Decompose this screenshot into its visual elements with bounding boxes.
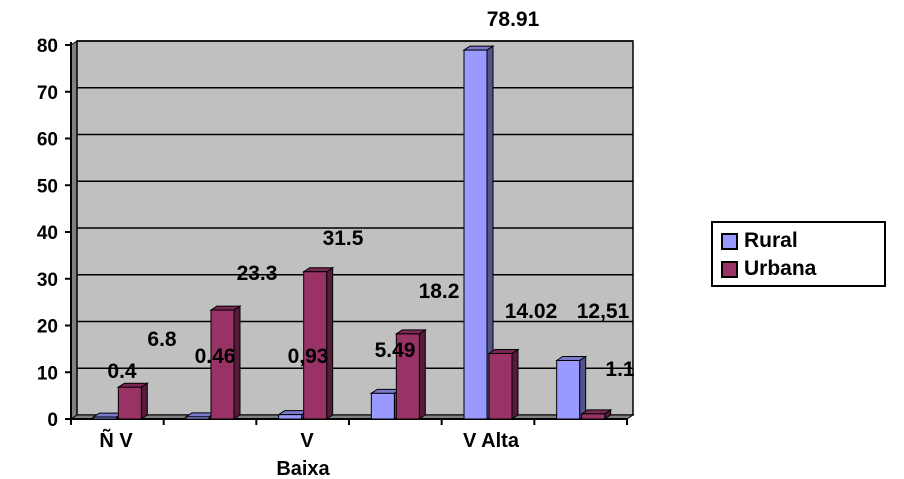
bar-urbana bbox=[209, 305, 242, 420]
gridlines bbox=[77, 40, 633, 369]
bar-urbana bbox=[580, 408, 613, 420]
legend-swatch-urbana bbox=[721, 260, 738, 278]
data-label-rural: 0.4 bbox=[107, 360, 137, 383]
y-tick-label: 40 bbox=[37, 223, 58, 244]
data-label-urbana: 31.5 bbox=[323, 227, 364, 250]
y-tick-label: 50 bbox=[37, 176, 58, 197]
legend: Rural Urbana bbox=[711, 221, 886, 287]
category-label: V bbox=[300, 430, 314, 452]
y-tick-label: 60 bbox=[37, 130, 58, 151]
y-tick-label: 10 bbox=[37, 363, 58, 384]
y-tick-label: 30 bbox=[37, 270, 58, 291]
data-label-urbana: 23.3 bbox=[237, 262, 278, 285]
y-tick-label: 20 bbox=[37, 317, 58, 338]
category-label: Baixa bbox=[276, 458, 330, 479]
legend-item-rural: Rural bbox=[721, 227, 884, 255]
category-labels: Ñ V Baixa V V Alta bbox=[99, 429, 520, 479]
legend-label-rural: Rural bbox=[744, 229, 798, 252]
category-label: V Alta bbox=[463, 430, 520, 452]
bar-urbana bbox=[302, 266, 335, 420]
y-tick-label: 80 bbox=[37, 36, 58, 57]
legend-label-urbana: Urbana bbox=[744, 257, 817, 280]
y-axis-ticks: 0 10 20 30 40 50 60 70 80 bbox=[37, 36, 71, 431]
data-label-rural: 78.91 bbox=[487, 8, 540, 31]
y-tick-label: 0 bbox=[47, 410, 58, 431]
data-label-urbana: 14.02 bbox=[505, 300, 558, 323]
axes bbox=[70, 42, 628, 425]
category-label: Ñ V bbox=[99, 429, 133, 452]
data-label-urbana: 1.1 bbox=[605, 358, 635, 381]
y-tick-label: 70 bbox=[37, 83, 58, 104]
bar-urbana bbox=[487, 348, 520, 420]
legend-item-urbana: Urbana bbox=[721, 255, 884, 283]
data-label-urbana: 6.8 bbox=[147, 328, 177, 351]
bar-urbana bbox=[116, 382, 149, 420]
bar-rural bbox=[462, 45, 495, 420]
data-label-rural: 0.46 bbox=[195, 345, 236, 368]
data-label-rural: 12,51 bbox=[577, 300, 630, 323]
legend-swatch-rural bbox=[721, 232, 738, 250]
data-label-rural: 0,93 bbox=[288, 345, 329, 368]
bars bbox=[91, 45, 613, 420]
bar-urbana bbox=[394, 328, 427, 420]
data-label-rural: 5.49 bbox=[375, 339, 416, 362]
bar-rural bbox=[555, 355, 588, 420]
data-labels: 0.4 0.46 0,93 5.49 78.91 12,51 6.8 23.3 31.5 18.2… bbox=[107, 8, 635, 383]
data-label-urbana: 18.2 bbox=[419, 280, 460, 303]
